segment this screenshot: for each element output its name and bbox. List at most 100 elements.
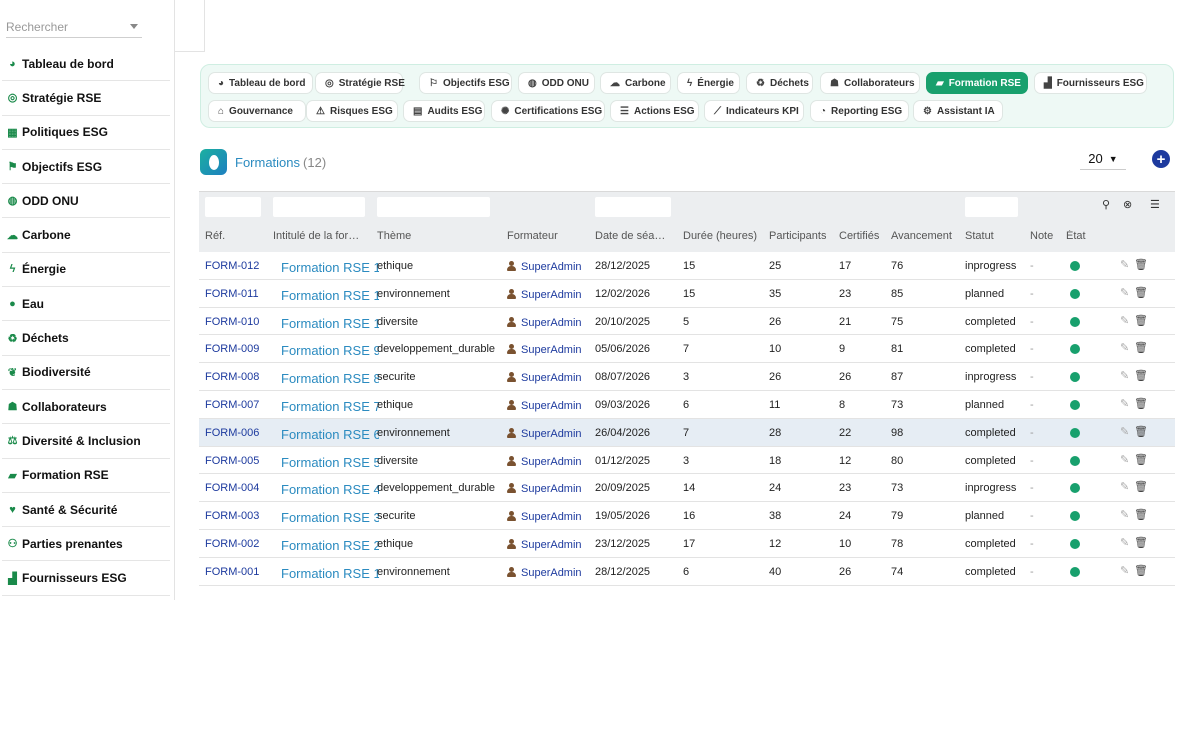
trainer-link[interactable]: SuperAdmin (507, 288, 582, 301)
tab-5[interactable]: ϟ Énergie (677, 72, 740, 94)
tab-1[interactable]: ◎ Stratégie RSE (315, 72, 405, 94)
table-row[interactable]: FORM-012 Formation RSE 12 ethique SuperAdmi… (199, 252, 1175, 280)
search-icon[interactable]: ⚲ (1102, 199, 1111, 211)
table-row[interactable]: FORM-007 Formation RSE 7 ethique SuperAdmin… (199, 391, 1175, 419)
tab-17[interactable]: ⚙ Assistant IA (913, 100, 1003, 122)
cell-ref[interactable]: FORM-003 (205, 510, 260, 523)
delete-icon[interactable]: 🗑 (1134, 481, 1148, 494)
trainer-link[interactable]: SuperAdmin (507, 538, 582, 551)
table-row[interactable]: FORM-004 Formation RSE 4 developpement_dur… (199, 474, 1175, 503)
table-row[interactable]: FORM-005 Formation RSE 5 diversite SuperAdm… (199, 447, 1175, 475)
tab-0[interactable]: ◕ Tableau de bord (208, 72, 313, 94)
search-select[interactable]: Rechercher (6, 14, 142, 38)
table-row[interactable]: FORM-010 Formation RSE 10 diversite SuperAd… (199, 308, 1175, 336)
column-header-7[interactable]: Certifiés (839, 230, 880, 242)
edit-icon[interactable]: ✎ (1120, 536, 1130, 549)
edit-icon[interactable]: ✎ (1120, 286, 1130, 299)
sidebar-item-15[interactable]: ▟ Fournisseurs ESG (2, 561, 170, 596)
clear-filters-icon[interactable]: ⊗ (1123, 199, 1133, 211)
trainer-link[interactable]: SuperAdmin (507, 343, 582, 356)
trainer-link[interactable]: SuperAdmin (507, 260, 582, 273)
cell-ref[interactable]: FORM-012 (205, 260, 260, 272)
tab-8[interactable]: ▰ Formation RSE (926, 72, 1028, 94)
column-header-10[interactable]: Note (1030, 230, 1054, 242)
edit-icon[interactable]: ✎ (1120, 509, 1130, 522)
tab-11[interactable]: ⚠ Risques ESG (306, 100, 398, 122)
edit-icon[interactable]: ✎ (1120, 564, 1130, 577)
tab-10[interactable]: ⌂ Gouvernance (208, 100, 306, 122)
cell-ref[interactable]: FORM-010 (205, 315, 260, 328)
edit-icon[interactable]: ✎ (1120, 259, 1130, 271)
tab-14[interactable]: ☰ Actions ESG (610, 100, 699, 122)
cell-ref[interactable]: FORM-009 (205, 343, 260, 356)
sidebar-item-13[interactable]: ♥ Santé & Sécurité (2, 493, 170, 528)
per-page-select[interactable]: 20 ▼ (1080, 148, 1126, 170)
tab-4[interactable]: ☁ Carbone (600, 72, 671, 94)
cell-ref[interactable]: FORM-008 (205, 371, 260, 384)
table-row[interactable]: FORM-008 Formation RSE 8 securite SuperAdmi… (199, 363, 1175, 391)
sidebar-item-6[interactable]: ϟ Énergie (2, 253, 170, 288)
column-header-6[interactable]: Participants (769, 230, 827, 242)
column-header-5[interactable]: Durée (heures) (683, 230, 757, 242)
delete-icon[interactable]: 🗑 (1134, 397, 1148, 410)
edit-icon[interactable]: ✎ (1120, 397, 1130, 410)
table-row[interactable]: FORM-003 Formation RSE 3 securite SuperAdmi… (199, 502, 1175, 530)
edit-icon[interactable]: ✎ (1120, 342, 1130, 355)
delete-icon[interactable]: 🗑 (1134, 342, 1148, 355)
tab-7[interactable]: ☗ Collaborateurs (820, 72, 920, 94)
filter-date-input[interactable] (595, 197, 671, 217)
delete-icon[interactable]: 🗑 (1134, 314, 1148, 327)
tab-3[interactable]: ◍ ODD ONU (518, 72, 595, 94)
tab-15[interactable]: ⟋ Indicateurs KPI (704, 100, 804, 122)
filter-ref-input[interactable] (205, 197, 261, 217)
table-row[interactable]: FORM-002 Formation RSE 2 ethique SuperAdmin… (199, 530, 1175, 558)
column-header-9[interactable]: Statut (965, 230, 994, 242)
sidebar-item-3[interactable]: ⚑ Objectifs ESG (2, 150, 170, 185)
delete-icon[interactable]: 🗑 (1134, 259, 1148, 271)
cell-ref[interactable]: FORM-006 (205, 426, 260, 439)
column-header-0[interactable]: Réf. (205, 230, 226, 242)
chevron-down-icon[interactable] (130, 24, 138, 29)
sidebar-item-10[interactable]: ☗ Collaborateurs (2, 390, 170, 425)
filter-theme-input[interactable] (377, 197, 490, 217)
trainer-link[interactable]: SuperAdmin (507, 482, 582, 495)
cell-ref[interactable]: FORM-002 (205, 537, 260, 550)
tab-13[interactable]: ✺ Certifications ESG (491, 100, 605, 122)
cell-ref[interactable]: FORM-011 (205, 287, 259, 300)
table-row[interactable]: FORM-001 Formation RSE 1 environnement Supe… (199, 558, 1175, 586)
column-header-4[interactable]: Date de séa… (595, 230, 666, 242)
column-header-1[interactable]: Intitulé de la for… (273, 230, 360, 242)
sidebar-item-8[interactable]: ♻ Déchets (2, 321, 170, 356)
column-header-8[interactable]: Avancement (891, 230, 952, 242)
sidebar-item-12[interactable]: ▰ Formation RSE (2, 459, 170, 493)
delete-icon[interactable]: 🗑 (1134, 509, 1148, 522)
filter-title-input[interactable] (273, 197, 365, 217)
table-row[interactable]: FORM-006 Formation RSE 6 environnement Supe… (199, 418, 1175, 447)
sidebar-item-5[interactable]: ☁ Carbone (2, 218, 170, 253)
table-row[interactable]: FORM-009 Formation RSE 9 developpement_dur… (199, 335, 1175, 364)
trainer-link[interactable]: SuperAdmin (507, 371, 582, 384)
edit-icon[interactable]: ✎ (1120, 425, 1130, 438)
trainer-link[interactable]: SuperAdmin (507, 455, 582, 468)
trainer-link[interactable]: SuperAdmin (507, 316, 582, 329)
tab-16[interactable]: ◔ Reporting ESG (810, 100, 909, 122)
edit-icon[interactable]: ✎ (1120, 481, 1130, 494)
filter-status-input[interactable] (965, 197, 1018, 217)
sidebar-item-1[interactable]: ◎ Stratégie RSE (2, 81, 170, 116)
trainer-link[interactable]: SuperAdmin (507, 427, 582, 440)
cell-ref[interactable]: FORM-005 (205, 454, 260, 467)
tab-6[interactable]: ♻ Déchets (746, 72, 813, 94)
edit-icon[interactable]: ✎ (1120, 370, 1130, 383)
delete-icon[interactable]: 🗑 (1134, 286, 1148, 299)
sidebar-item-14[interactable]: ⚇ Parties prenantes (2, 527, 170, 562)
sidebar-item-2[interactable]: ▦ Politiques ESG (2, 116, 170, 150)
column-header-11[interactable]: État (1066, 230, 1086, 242)
sidebar-item-7[interactable]: ● Eau (2, 287, 170, 322)
column-header-2[interactable]: Thème (377, 230, 412, 242)
sidebar-item-9[interactable]: ❦ Biodiversité (2, 356, 170, 390)
cell-ref[interactable]: FORM-001 (205, 565, 260, 578)
tab-2[interactable]: ⚐ Objectifs ESG (419, 72, 512, 94)
tab-9[interactable]: ▟ Fournisseurs ESG (1034, 72, 1147, 94)
cell-ref[interactable]: FORM-004 (205, 482, 260, 495)
edit-icon[interactable]: ✎ (1120, 314, 1130, 327)
